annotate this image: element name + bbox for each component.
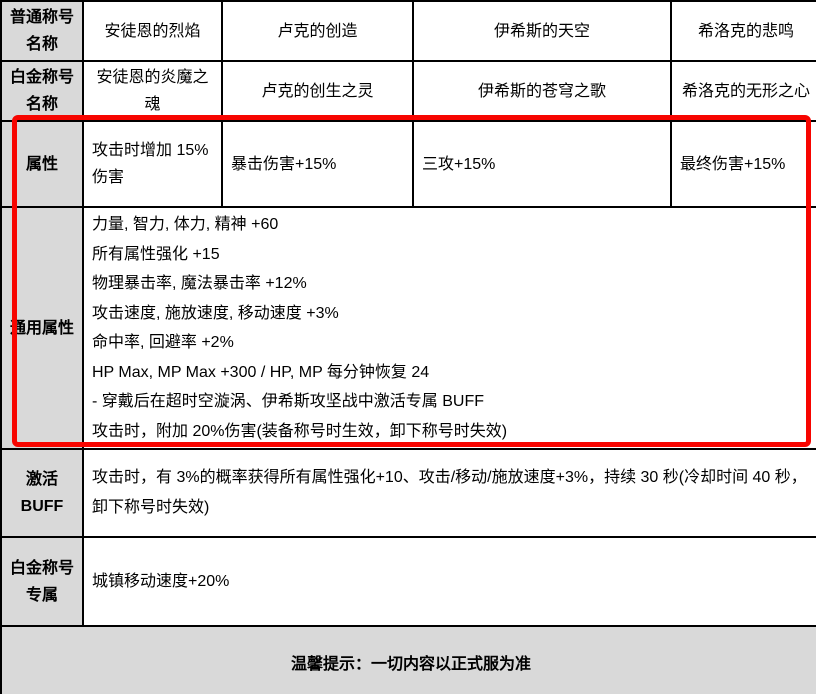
activation-buff-row-label: 激活BUFF (0, 448, 84, 538)
normal-title-cell-0: 安徒恩的烈焰 (82, 0, 223, 62)
platinum-exclusive-cell: 城镇移动速度+20% (82, 536, 816, 627)
normal-title-row-label: 普通称号名称 (0, 0, 84, 62)
normal-title-cell-3: 希洛克的悲鸣 (670, 0, 816, 62)
platinum-title-cell-1: 卢克的创生之灵 (221, 60, 414, 122)
platinum-title-cell-0: 安徒恩的炎魔之魂 (82, 60, 223, 122)
row-platinum-title: 白金称号名称 安徒恩的炎魔之魂 卢克的创生之灵 伊希斯的苍穹之歌 希洛克的无形之… (0, 60, 816, 122)
activation-buff-cell: 攻击时，有 3%的概率获得所有属性强化+10、攻击/移动/施放速度+3%，持续 … (82, 448, 816, 538)
general-attr-line: - 穿戴后在超时空漩涡、伊希斯攻坚战中激活专属 BUFF (92, 393, 484, 410)
row-normal-title: 普通称号名称 安徒恩的烈焰 卢克的创造 伊希斯的天空 希洛克的悲鸣 (0, 0, 816, 62)
general-attributes-cell: 力量, 智力, 体力, 精神 +60 所有属性强化 +15 物理暴击率, 魔法暴… (82, 206, 816, 450)
general-attributes-row-label: 通用属性 (0, 206, 84, 450)
row-general-attributes: 通用属性 力量, 智力, 体力, 精神 +60 所有属性强化 +15 物理暴击率… (0, 206, 816, 450)
attribute-row-label: 属性 (0, 120, 84, 208)
footer-note: 温馨提示：一切内容以正式服为准 (0, 625, 816, 694)
platinum-exclusive-row-label: 白金称号专属 (0, 536, 84, 627)
general-attr-line: 攻击速度, 施放速度, 移动速度 +3% (92, 304, 339, 322)
general-attr-line: 命中率, 回避率 +2% (92, 334, 234, 351)
attribute-cell-3: 最终伤害+15% (670, 120, 816, 208)
general-attr-line: HP Max, MP Max +300 / HP, MP 每分钟恢复 24 (92, 363, 430, 381)
normal-title-cell-1: 卢克的创造 (221, 0, 414, 62)
row-activation-buff: 激活BUFF 攻击时，有 3%的概率获得所有属性强化+10、攻击/移动/施放速度… (0, 448, 816, 538)
general-attr-line: 物理暴击率, 魔法暴击率 +12% (92, 275, 307, 292)
platinum-title-row-label: 白金称号名称 (0, 60, 84, 122)
row-attribute: 属性 攻击时增加 15%伤害 暴击伤害+15% 三攻+15% 最终伤害+15% (0, 120, 816, 208)
general-attr-line: 攻击时，附加 20%伤害(装备称号时生效，卸下称号时失效) (92, 422, 508, 440)
attribute-cell-1: 暴击伤害+15% (221, 120, 414, 208)
attribute-cell-0: 攻击时增加 15%伤害 (82, 120, 223, 208)
general-attr-line: 力量, 智力, 体力, 精神 +60 (92, 216, 279, 233)
attribute-cell-2: 三攻+15% (412, 120, 672, 208)
platinum-title-cell-2: 伊希斯的苍穹之歌 (412, 60, 672, 122)
normal-title-cell-2: 伊希斯的天空 (412, 0, 672, 62)
row-platinum-exclusive: 白金称号专属 城镇移动速度+20% (0, 536, 816, 627)
row-footer-note: 温馨提示：一切内容以正式服为准 (0, 625, 816, 694)
platinum-title-cell-3: 希洛克的无形之心 (670, 60, 816, 122)
general-attr-line: 所有属性强化 +15 (92, 245, 220, 263)
